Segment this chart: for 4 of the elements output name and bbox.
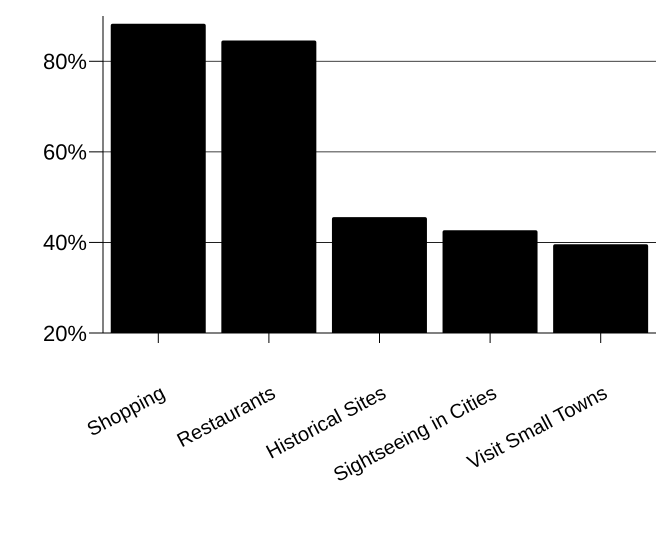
y-tick-label: 40% — [42, 230, 87, 256]
y-tick-label: 80% — [42, 49, 87, 74]
y-tick-label: 60% — [42, 140, 87, 165]
y-tick-label: 20% — [42, 320, 87, 346]
